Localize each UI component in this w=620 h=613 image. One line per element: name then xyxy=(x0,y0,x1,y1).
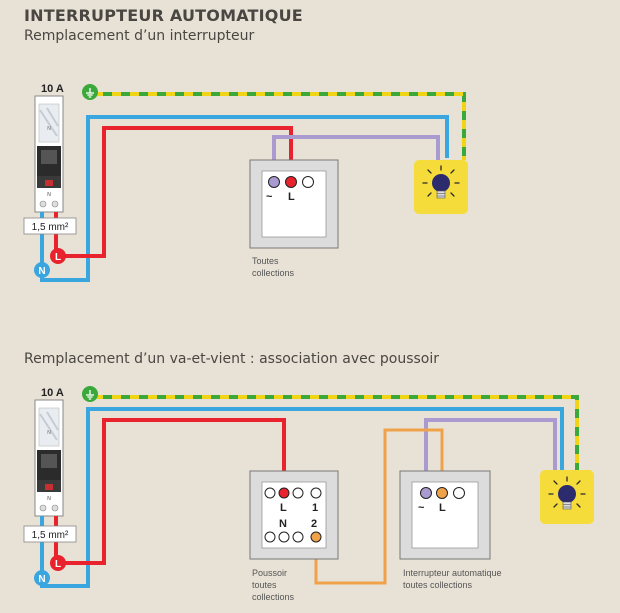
pusher-caption-2: toutes xyxy=(252,580,277,590)
earth-icon-1 xyxy=(82,84,98,100)
pusher-switch: L 1 N 2 xyxy=(250,471,338,559)
switch1-caption-2: collections xyxy=(252,268,295,278)
earth-icon-2 xyxy=(82,386,98,402)
neutral-label-1: N xyxy=(38,266,45,277)
switch1-terminal-L: L xyxy=(288,191,295,203)
pusher-caption-1: Poussoir xyxy=(252,568,287,578)
pusher-terminal-N: N xyxy=(279,518,287,530)
auto-terminal-L: L xyxy=(439,502,446,514)
breaker1-rating: 10 A xyxy=(41,83,64,95)
phase-label-1: L xyxy=(55,252,61,263)
cable-section-1: 1,5 mm² xyxy=(32,222,69,233)
phase-label-2: L xyxy=(55,559,61,570)
pusher-caption-3: collections xyxy=(252,592,295,602)
switch-1: ~ L xyxy=(250,160,338,248)
pusher-terminal-1: 1 xyxy=(312,502,318,514)
diagram2: 10 A 1,5 mm² L N xyxy=(24,386,594,602)
auto-caption-2: toutes collections xyxy=(403,580,473,590)
cable-section-2: 1,5 mm² xyxy=(32,530,69,541)
automatic-switch: ~ L xyxy=(400,471,490,559)
breaker2-icon xyxy=(35,400,63,516)
breaker2-rating: 10 A xyxy=(41,387,64,399)
auto-caption-1: Interrupteur automatique xyxy=(403,568,502,578)
pusher-terminal-L: L xyxy=(280,502,287,514)
auto-symbol: ~ xyxy=(418,502,425,514)
diagram1: 10 A 1,5 mm² L N xyxy=(24,83,468,280)
neutral-label-2: N xyxy=(38,574,45,585)
pusher-terminal-2: 2 xyxy=(311,518,317,530)
switch1-caption-1: Toutes xyxy=(252,256,279,266)
breaker1-icon xyxy=(35,96,63,212)
switch1-symbol: ~ xyxy=(266,191,273,203)
